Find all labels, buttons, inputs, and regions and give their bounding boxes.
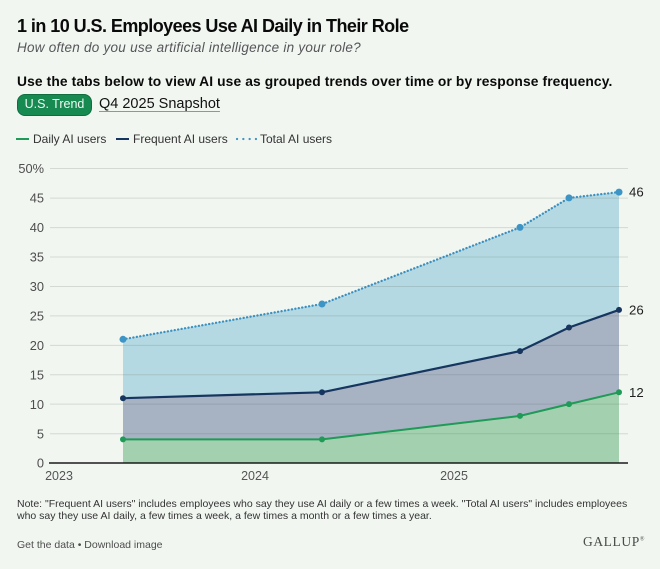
svg-text:Total AI users: Total AI users — [260, 132, 332, 146]
svg-text:45: 45 — [30, 191, 44, 206]
svg-text:46: 46 — [629, 185, 644, 200]
svg-text:12: 12 — [629, 385, 644, 400]
svg-text:35: 35 — [30, 250, 44, 265]
svg-text:40: 40 — [30, 220, 44, 235]
svg-text:20: 20 — [30, 338, 44, 353]
svg-text:Daily AI users: Daily AI users — [33, 132, 106, 146]
svg-text:2024: 2024 — [241, 469, 269, 483]
svg-text:0: 0 — [37, 456, 44, 471]
svg-text:50%: 50% — [18, 161, 44, 176]
svg-text:10: 10 — [30, 397, 44, 412]
svg-text:25: 25 — [30, 308, 44, 323]
svg-text:5: 5 — [37, 426, 44, 441]
svg-text:Frequent AI users: Frequent AI users — [133, 132, 228, 146]
svg-text:26: 26 — [629, 302, 644, 317]
svg-text:2025: 2025 — [440, 469, 468, 483]
svg-text:30: 30 — [30, 279, 44, 294]
svg-text:2023: 2023 — [45, 469, 73, 483]
svg-text:15: 15 — [30, 367, 44, 382]
